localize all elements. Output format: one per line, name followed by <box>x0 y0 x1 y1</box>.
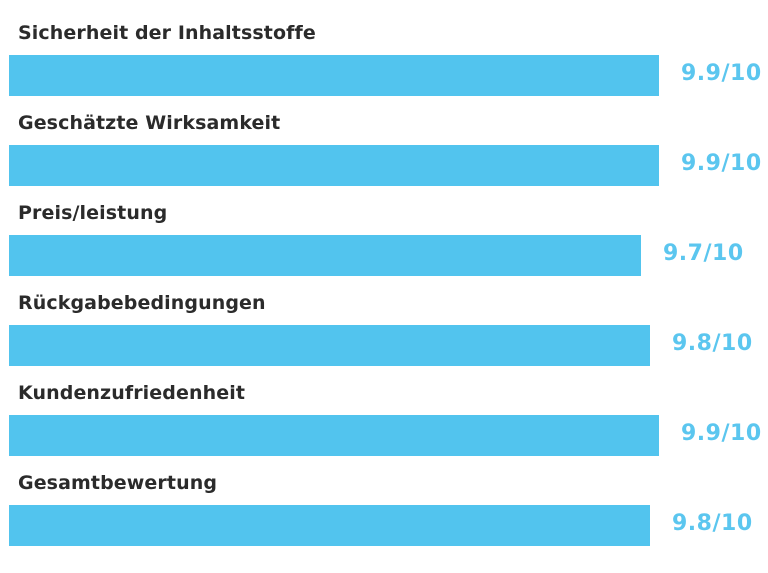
category-label-gesamtbewertung: Gesamtbewertung <box>18 472 218 494</box>
bar-preis-leistung <box>9 235 641 276</box>
bar-rueckgabebedingungen <box>9 325 650 366</box>
score-label-sicherheit-der-inhaltsstoffe: 9.9/10 <box>681 61 762 86</box>
score-label-preis-leistung: 9.7/10 <box>663 241 744 266</box>
category-label-preis-leistung: Preis/leistung <box>18 202 168 224</box>
bar-gesamtbewertung <box>9 505 650 546</box>
category-label-rueckgabebedingungen: Rückgabebedingungen <box>18 292 266 314</box>
score-label-gesamtbewertung: 9.8/10 <box>672 511 753 536</box>
score-label-kundenzufriedenheit: 9.9/10 <box>681 421 762 446</box>
bar-geschaetzte-wirksamkeit <box>9 145 659 186</box>
score-label-geschaetzte-wirksamkeit: 9.9/10 <box>681 151 762 176</box>
score-label-rueckgabebedingungen: 9.8/10 <box>672 331 753 356</box>
category-label-sicherheit-der-inhaltsstoffe: Sicherheit der Inhaltsstoffe <box>18 22 316 44</box>
category-label-kundenzufriedenheit: Kundenzufriedenheit <box>18 382 245 404</box>
bar-kundenzufriedenheit <box>9 415 659 456</box>
category-label-geschaetzte-wirksamkeit: Geschätzte Wirksamkeit <box>18 112 281 134</box>
bar-sicherheit-der-inhaltsstoffe <box>9 55 659 96</box>
